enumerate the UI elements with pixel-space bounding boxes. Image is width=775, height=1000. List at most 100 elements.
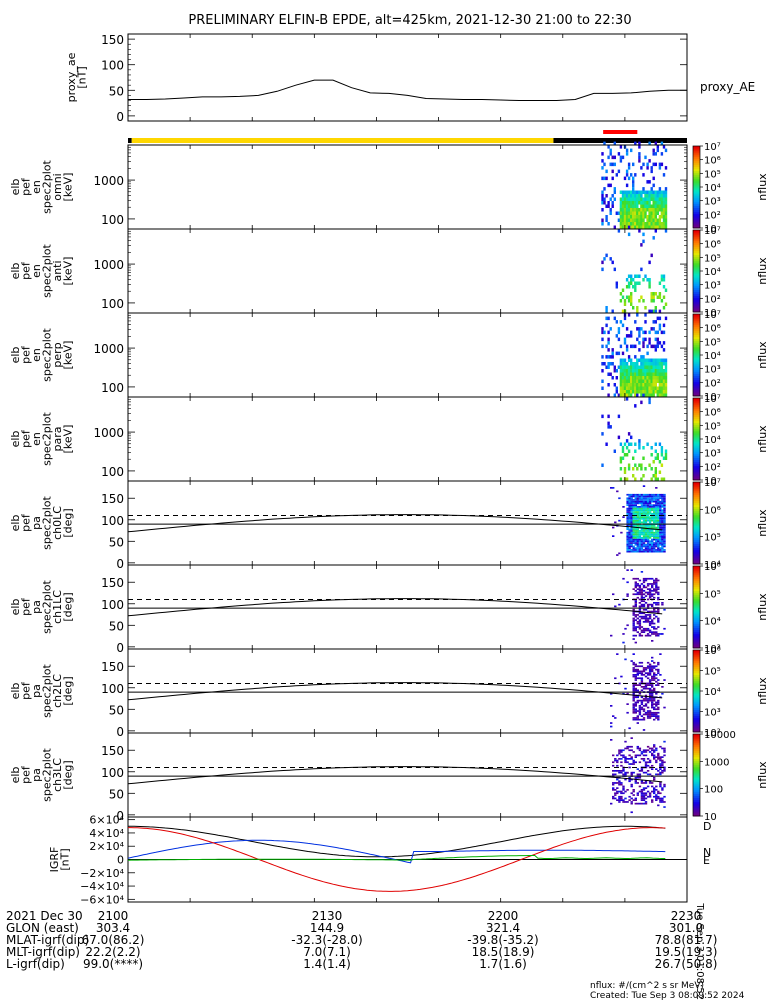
panel-ch2LC-pixel	[644, 667, 648, 669]
panel-ch1LC-pixel	[646, 614, 650, 616]
panel-para-pixel	[658, 460, 662, 464]
panel-para-pixel	[662, 477, 666, 481]
panel-ch3LC-colorbar-cell	[693, 758, 700, 762]
panel-ch2LC-pixel	[636, 701, 639, 704]
panel-omni-pixel	[623, 176, 627, 181]
panel-ch0LC-pixel	[638, 502, 642, 505]
panel-ch0LC-pixel	[651, 545, 654, 548]
panel-ch0LC-pixel	[634, 521, 637, 524]
panel-ch0LC-pixel	[653, 516, 656, 518]
panel-ch2LC-pixel	[651, 692, 654, 695]
panel-ch3LC-pixel	[642, 792, 646, 795]
panel-perp-pixel	[662, 376, 666, 380]
panel-ch0LC-pixel	[636, 550, 639, 553]
panel-ch0LC-pixel	[659, 526, 662, 529]
panel-ch1LC-pixel	[634, 634, 637, 637]
panel-ch3LC-pixel	[618, 797, 621, 800]
panel-anti-colorbar-cell	[693, 240, 700, 243]
panel-ch2LC-pixel	[653, 703, 656, 705]
panel-ch0LC-pixel	[626, 531, 629, 534]
panel-ch3LC-pixel	[618, 782, 621, 784]
panel-ch0LC-pixel	[636, 530, 639, 532]
panel-ch0LC-pixel	[636, 499, 639, 501]
panel-para-colorbar-cell	[693, 477, 700, 481]
panel-ch0LC-pixel	[651, 504, 654, 506]
panel-ch0LC-pixel	[626, 497, 629, 500]
panel-ch2LC-colorbar-cell	[693, 727, 700, 731]
panel-ch0LC-pixel	[636, 519, 639, 522]
panel-ch1LC-pixel	[632, 619, 635, 621]
panel-ch0LC-pixel	[653, 497, 656, 500]
panel-ch1LC-pixel	[657, 634, 660, 637]
panel-ch2LC-colorbar-cell	[693, 664, 700, 667]
panel-omni-pixel	[632, 197, 635, 201]
panel-ch0LC-pixel	[634, 500, 637, 503]
panel-ch2LC-pixel	[648, 696, 652, 699]
panel-ch2LC-pixel	[640, 670, 644, 673]
panel-perp-colorbar-tick-label: 10³	[704, 365, 721, 376]
panel-ch3LC-colorbar-tick-label: 10000	[704, 730, 736, 741]
panel-perp-ylabel-line-5: [keV]	[61, 341, 74, 370]
panel-omni-colorbar-cell	[693, 146, 700, 149]
panel-ch0LC-pixel	[644, 535, 648, 537]
proxy-ae-ytick-label: 0	[116, 110, 124, 124]
panel-ch3LC-pixel	[620, 751, 623, 753]
panel-omni-colorbar-cell	[693, 176, 700, 180]
panel-perp-colorbar-cell	[693, 393, 700, 397]
panel-ch0LC-pixel	[640, 504, 644, 506]
panel-omni-pixel	[648, 218, 651, 222]
panel-ch3LC-pixel	[634, 802, 637, 805]
panel-perp-pixel	[607, 393, 610, 397]
panel-ch0LC-pixel	[659, 550, 662, 553]
panel-perp-pixel	[619, 372, 623, 376]
panel-omni-pixel	[634, 211, 637, 215]
panel-ch3LC-pixel	[616, 792, 619, 795]
panel-ch0LC-ylabel-line-3: spec2plot	[40, 496, 53, 550]
panel-perp-pixel	[652, 390, 655, 394]
panel-ch1LC-pixel	[634, 641, 637, 644]
panel-ch0LC-pixel	[634, 535, 637, 537]
panel-ch1LC-pixel	[648, 596, 652, 599]
panel-ch0LC-pixel	[657, 499, 660, 501]
panel-ch3LC-pixel	[632, 759, 635, 762]
panel-anti-pixel	[642, 239, 645, 244]
panel-ch2LC-colorbar-cell	[693, 721, 700, 725]
panel-ch0LC-colorbar-cell	[693, 555, 700, 559]
panel-ch3LC-pixel	[624, 758, 627, 760]
panel-ch0LC-pixel	[655, 502, 658, 505]
panel-ch0LC-pixel	[644, 493, 648, 496]
panel-anti-pixel	[662, 278, 666, 282]
panel-ch0LC-pixel	[636, 507, 639, 510]
panel-anti-pixel	[625, 278, 629, 282]
panel-para-colorbar-cell	[693, 400, 700, 403]
panel-ch0LC-pixel	[644, 521, 648, 524]
panel-omni-pixel	[652, 194, 655, 198]
panel-omni-pixel	[638, 152, 641, 156]
panel-ch0LC-pixel	[646, 514, 650, 517]
panel-perp-colorbar-cell	[693, 350, 700, 354]
panel-omni-colorbar-cell	[693, 195, 700, 198]
panel-perp-pixel	[660, 365, 664, 369]
panel-ch0LC-pixel	[653, 512, 656, 515]
panel-ch2LC-pixel	[638, 661, 642, 664]
panel-ch0LC-pixel	[655, 540, 658, 543]
panel-ch3LC-colorbar-cell	[693, 793, 700, 796]
panel-ch1LC-ylabel-line-4: ch1LC	[51, 590, 64, 624]
panel-ch2LC-pixel	[653, 699, 656, 702]
panel-ch0LC-pixel	[644, 550, 648, 553]
panel-ch1LC-pixel	[655, 579, 658, 582]
panel-perp-ytick-label: 100	[101, 381, 124, 395]
panel-perp-pixel	[621, 376, 625, 380]
panel-ch0LC-pixel	[642, 493, 646, 496]
panel-ch0LC-pixel	[628, 535, 631, 537]
panel-ch0LC-pixel	[636, 500, 639, 503]
panel-perp-ylabel-line-4: perp	[51, 342, 64, 367]
panel-ch2LC-pixel	[642, 674, 646, 676]
panel-anti-pixel	[654, 229, 657, 233]
proxy-ae-ytick-label: 150	[101, 33, 124, 47]
panel-ch1LC-pixel	[644, 614, 648, 616]
panel-ch0LC-pixel	[628, 495, 631, 498]
panel-anti-pixel	[648, 278, 651, 282]
panel-ch1LC-pixel	[622, 641, 625, 644]
panel-ch3LC-pixel	[622, 770, 625, 772]
